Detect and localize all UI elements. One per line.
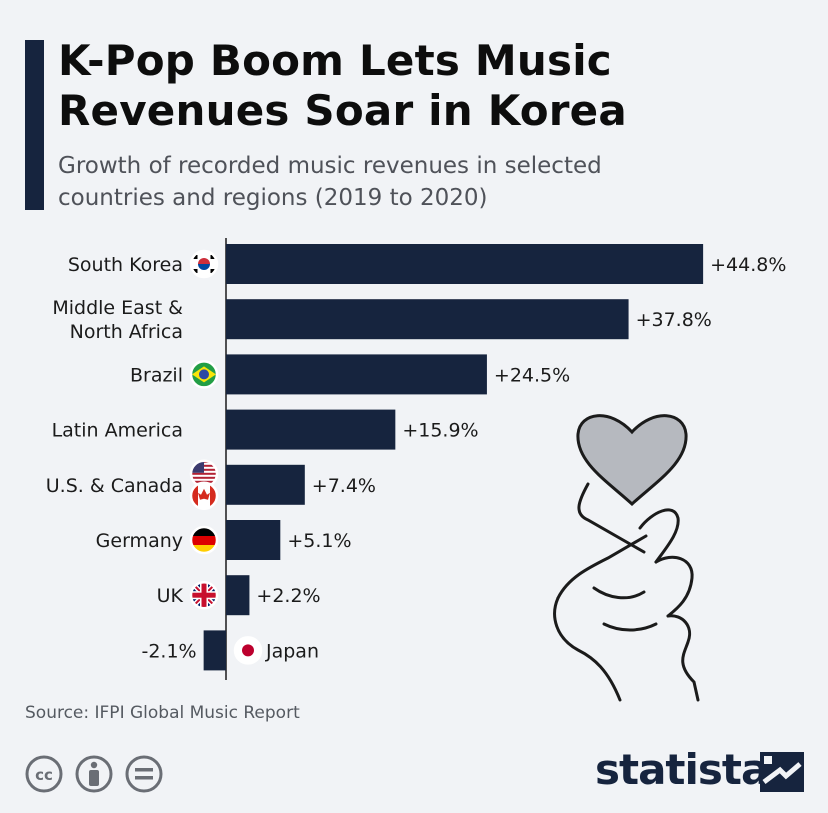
subtitle: Growth of recorded music revenues in sel… — [58, 150, 778, 214]
svg-text:cc: cc — [35, 766, 53, 784]
south-korea-flag-icon-ring — [189, 249, 219, 279]
category-label: UK — [157, 585, 184, 607]
statista-logo: statista — [595, 745, 769, 794]
category-label: South Korea — [68, 254, 183, 276]
bar — [226, 520, 281, 560]
flag-stripe-red — [191, 536, 217, 545]
bar — [226, 464, 305, 505]
page-title: K-Pop Boom Lets Music Revenues Soar in K… — [58, 36, 758, 136]
flag-trigram-3 — [210, 269, 216, 273]
flag-maple-leaf — [198, 488, 210, 500]
value-label: +7.4% — [312, 475, 376, 497]
canada-flag-icon-ring — [189, 481, 219, 511]
flag-stripe-black — [191, 527, 217, 536]
source-note: Source: IFPI Global Music Report — [25, 703, 300, 723]
flag-trigram-1 — [210, 255, 216, 259]
flag-stripe-3 — [191, 472, 217, 475]
bar-row: +37.8% Middle East &North Africa — [52, 297, 712, 343]
flag-trigram-2 — [192, 269, 198, 273]
flag-trigram-0 — [192, 255, 198, 259]
flag-stripe-gold — [191, 545, 217, 553]
bar — [226, 299, 629, 340]
value-label: +24.5% — [494, 364, 570, 386]
bar-row: +15.9% Latin America — [52, 409, 479, 450]
attribution-icon — [75, 755, 113, 793]
flag-taeguk-bottom — [198, 264, 210, 270]
title-line-2: Revenues Soar in Korea — [58, 86, 627, 135]
category-label: Middle East & — [52, 297, 183, 319]
category-label: Japan — [265, 640, 319, 662]
bar — [203, 630, 226, 671]
title-accent-bar — [25, 40, 44, 210]
no-derivatives-icon — [125, 755, 163, 793]
brazil-flag-icon-ring — [189, 360, 219, 389]
bar — [226, 409, 396, 450]
flag-globe — [199, 369, 209, 380]
category-label: Brazil — [130, 364, 183, 386]
germany-flag-icon — [191, 527, 217, 553]
category-label: Germany — [96, 530, 183, 552]
flag-sun — [242, 644, 254, 657]
subtitle-line-2: countries and regions (2019 to 2020) — [58, 185, 488, 211]
flag-taeguk-top — [198, 258, 210, 264]
value-label: -2.1% — [141, 640, 196, 662]
bar-chart: +44.8% South Korea +37.8% Middle East &Nort… — [46, 238, 786, 680]
flag-stripe-4 — [191, 476, 217, 479]
license-icons: cc — [25, 755, 163, 793]
bar-row: +44.8% South Korea — [68, 244, 786, 284]
bar — [226, 354, 487, 395]
flag-cross-v-red — [201, 582, 207, 609]
finger-heart-hand-icon — [553, 414, 700, 702]
flag-band-left — [191, 482, 198, 509]
bar-row: +5.1% Germany — [96, 520, 352, 560]
value-label: +2.2% — [256, 585, 320, 607]
bar-row: +24.5% Brazil — [130, 354, 570, 395]
category-label: North Africa — [70, 321, 183, 343]
value-label: +37.8% — [636, 309, 712, 331]
bar-row: +7.4% U.S. & Canada — [46, 459, 376, 511]
japan-flag-icon-ring — [233, 636, 263, 665]
bar-row: -2.1% Japan — [141, 630, 319, 671]
statista-mark-icon — [760, 752, 804, 792]
bar — [226, 575, 250, 616]
bar — [226, 244, 704, 284]
title-line-1: K-Pop Boom Lets Music — [58, 36, 612, 85]
value-label: +5.1% — [287, 530, 351, 552]
value-label: +44.8% — [710, 254, 786, 276]
subtitle-line-1: Growth of recorded music revenues in sel… — [58, 153, 602, 179]
flag-band-right — [210, 482, 217, 509]
category-label: U.S. & Canada — [46, 475, 183, 497]
value-label: +15.9% — [402, 420, 478, 442]
category-label: Latin America — [52, 420, 183, 442]
uk-flag-icon-ring — [189, 580, 219, 610]
germany-flag-icon-ring — [189, 525, 219, 555]
bar-row: +2.2% UK — [157, 575, 321, 616]
cc-icon: cc — [25, 755, 63, 793]
